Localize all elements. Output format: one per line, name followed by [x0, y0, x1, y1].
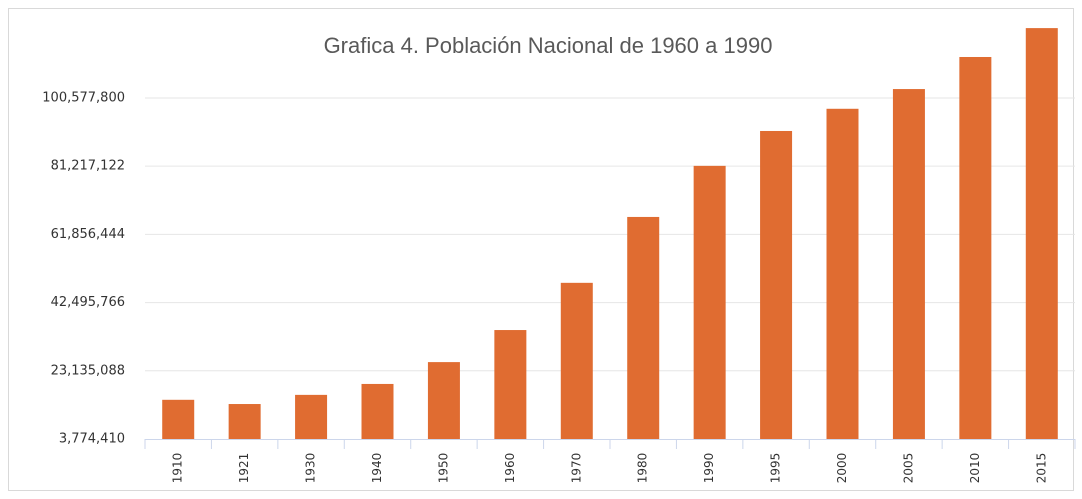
x-tick-label: 1910	[171, 453, 185, 484]
y-tick-label: 61,856,444	[51, 227, 125, 242]
bar	[892, 89, 925, 440]
bar	[560, 282, 593, 439]
x-tick-label: 1980	[636, 453, 650, 484]
x-tick-label: 1930	[304, 453, 318, 484]
bar	[826, 108, 859, 440]
y-tick-label: 42,495,766	[51, 295, 125, 310]
x-tick-label: 1921	[237, 453, 251, 484]
x-tick-label: 2010	[968, 453, 982, 484]
y-tick-label: 23,135,088	[51, 363, 125, 378]
y-tick-label: 100,577,800	[42, 90, 125, 105]
bar	[494, 330, 527, 439]
bar	[627, 216, 660, 439]
x-tick-label: 1940	[370, 453, 384, 484]
y-tick-label: 3,774,410	[59, 432, 125, 447]
x-tick-label: 1990	[702, 453, 716, 484]
bar	[693, 165, 726, 439]
bar	[361, 383, 394, 439]
bar	[228, 404, 261, 439]
bar	[760, 130, 793, 440]
chart-title: Grafica 4. Población Nacional de 1960 a …	[324, 33, 773, 58]
x-tick-label: 2005	[901, 453, 915, 484]
bar	[162, 399, 195, 439]
bar	[295, 394, 328, 439]
x-tick-label: 1970	[569, 453, 583, 484]
bar	[427, 362, 460, 439]
x-tick-label: 2000	[835, 453, 849, 484]
x-tick-label: 1950	[436, 453, 450, 484]
y-tick-label: 81,217,122	[51, 159, 125, 174]
x-tick-label: 1960	[503, 453, 517, 484]
bar	[1025, 28, 1058, 439]
x-tick-label: 1995	[769, 453, 783, 484]
bar	[959, 56, 992, 440]
x-tick-label: 2015	[1034, 453, 1048, 484]
